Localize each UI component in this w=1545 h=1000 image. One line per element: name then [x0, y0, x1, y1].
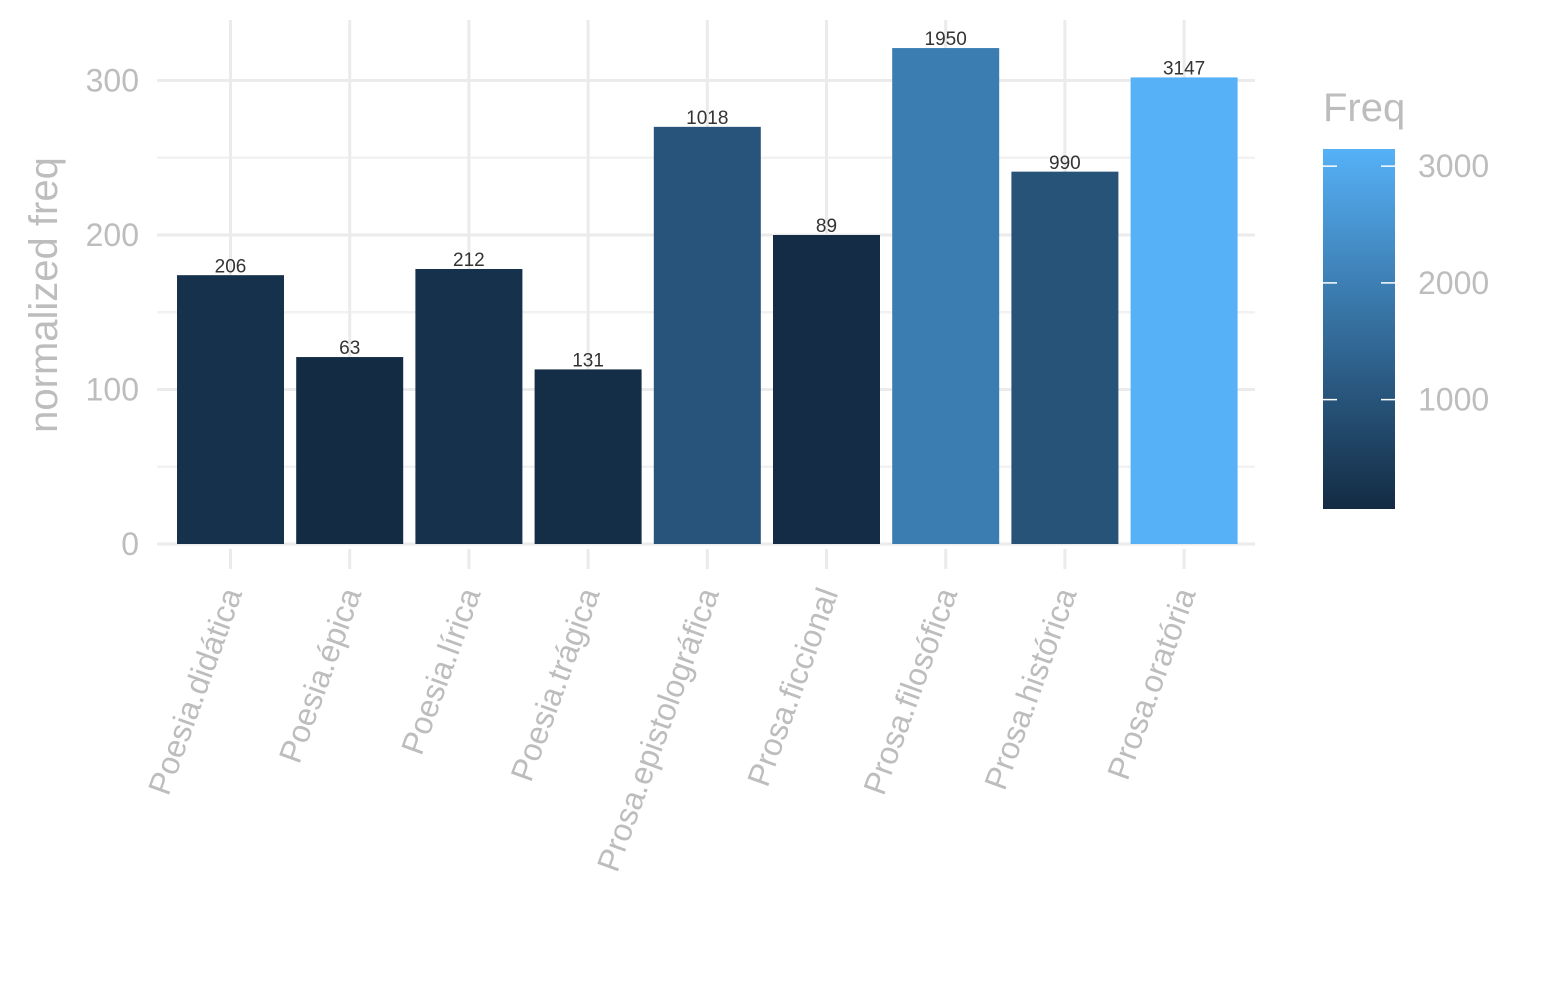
bar — [1011, 171, 1119, 544]
y-tick-label: 300 — [86, 63, 139, 99]
x-tick-label: Poesia.trágica — [503, 583, 606, 786]
x-tick-label: Prosa.epistolográfica — [590, 583, 726, 876]
bar — [1130, 77, 1238, 544]
bar-value-label: 990 — [1049, 153, 1081, 174]
bar-value-label: 131 — [572, 351, 604, 372]
legend-colorbar — [1323, 149, 1395, 509]
bar-value-labels: 206 63 212 131 1018 89 1950 990 3147 — [215, 29, 1206, 371]
legend-label: 3000 — [1418, 148, 1489, 184]
bar — [653, 126, 761, 544]
legend-title: Freq — [1323, 86, 1405, 130]
bar-value-label: 206 — [215, 256, 247, 277]
y-tick-label: 100 — [86, 372, 139, 408]
bar-value-label: 212 — [453, 250, 485, 271]
x-axis: Poesia.didática Poesia.épica Poesia.lírica… — [141, 549, 1203, 876]
x-tick-label: Prosa.ficcional — [740, 583, 845, 791]
bar — [296, 357, 404, 544]
x-tick-label: Prosa.histórica — [977, 583, 1083, 794]
bars — [177, 48, 1238, 545]
bar-value-label: 63 — [339, 338, 360, 359]
legend-label: 2000 — [1418, 265, 1489, 301]
y-tick-label: 200 — [86, 217, 139, 253]
bar — [892, 48, 1000, 545]
bar — [534, 369, 642, 544]
color-legend: Freq 1000 2000 3000 — [1323, 86, 1489, 509]
x-tick-label: Prosa.oratória — [1100, 583, 1203, 784]
bar — [177, 275, 284, 544]
x-tick-label: Prosa.filosófica — [856, 583, 964, 799]
legend-ticks: 1000 2000 3000 — [1323, 148, 1489, 418]
y-axis-title: normalized freq — [22, 157, 66, 433]
y-axis: 0 100 200 300 — [86, 63, 139, 563]
x-tick-label: Poesia.lírica — [394, 583, 488, 759]
bar-value-label: 1018 — [686, 108, 728, 129]
bar-value-label: 1950 — [925, 29, 967, 50]
bar — [415, 268, 523, 544]
bar-value-label: 89 — [816, 216, 837, 237]
legend-label: 1000 — [1418, 382, 1489, 418]
bar-value-label: 3147 — [1163, 59, 1205, 80]
x-tick-label: Poesia.épica — [272, 583, 369, 768]
bar — [773, 235, 880, 544]
y-tick-label: 0 — [121, 526, 139, 562]
x-tick-label: Poesia.didática — [141, 583, 249, 799]
